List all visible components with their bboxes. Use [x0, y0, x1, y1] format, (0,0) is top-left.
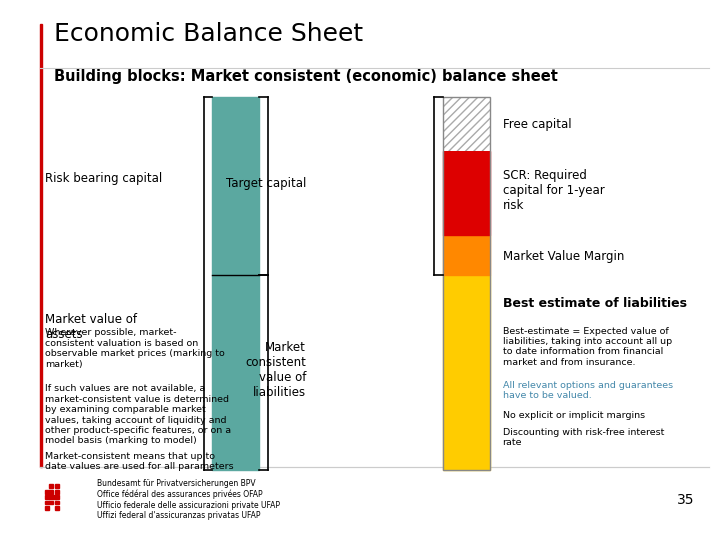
Bar: [212, 97, 259, 470]
Text: Best estimate of liabilities: Best estimate of liabilities: [503, 297, 687, 310]
Bar: [45, 490, 49, 494]
Bar: [53, 495, 56, 499]
Bar: [49, 501, 53, 504]
Bar: [49, 495, 53, 499]
Bar: [45, 495, 49, 499]
Text: Best-estimate = Expected value of
liabilities, taking into account all up
to dat: Best-estimate = Expected value of liabil…: [503, 327, 672, 367]
Bar: [443, 97, 490, 470]
Text: Market-consistent means that up to
date values are used for all parameters: Market-consistent means that up to date …: [45, 452, 234, 471]
Text: Economic Balance Sheet: Economic Balance Sheet: [54, 22, 363, 46]
Bar: [45, 506, 49, 510]
Text: Market Value Margin: Market Value Margin: [503, 250, 624, 263]
Text: Target capital: Target capital: [225, 177, 306, 190]
Bar: [55, 484, 59, 488]
Text: Free capital: Free capital: [503, 118, 571, 131]
Bar: [55, 495, 59, 499]
Bar: [45, 501, 49, 504]
Text: Discounting with risk-free interest
rate: Discounting with risk-free interest rate: [503, 428, 664, 447]
Text: Risk bearing capital: Risk bearing capital: [45, 172, 163, 185]
Bar: [55, 501, 59, 504]
Text: All relevant options and guarantees
have to be valued.: All relevant options and guarantees have…: [503, 381, 672, 400]
Bar: [55, 506, 59, 510]
Text: Building blocks: Market consistent (economic) balance sheet: Building blocks: Market consistent (econ…: [54, 69, 558, 84]
Bar: [55, 490, 59, 494]
Bar: [443, 97, 490, 151]
Text: Bundesamt für Privatversicherungen BPV
Office fédéral des assurances privées OFA: Bundesamt für Privatversicherungen BPV O…: [97, 479, 280, 520]
Bar: [443, 151, 490, 235]
Bar: [443, 275, 490, 470]
Text: SCR: Required
capital for 1-year
risk: SCR: Required capital for 1-year risk: [503, 168, 604, 212]
Bar: [40, 24, 42, 467]
Text: Wherever possible, market-
consistent valuation is based on
observable market pr: Wherever possible, market- consistent va…: [45, 328, 225, 368]
Text: 35: 35: [678, 492, 695, 507]
Text: If such values are not available, a
market-consistent value is determined
by exa: If such values are not available, a mark…: [45, 384, 232, 445]
Text: Market value of
assets: Market value of assets: [45, 313, 138, 341]
Bar: [443, 235, 490, 275]
Bar: [49, 484, 53, 488]
Bar: [49, 490, 53, 494]
Bar: [443, 97, 490, 151]
Text: Market
consistent
value of
liabilities: Market consistent value of liabilities: [245, 341, 306, 399]
Text: No explicit or implicit margins: No explicit or implicit margins: [503, 411, 644, 421]
